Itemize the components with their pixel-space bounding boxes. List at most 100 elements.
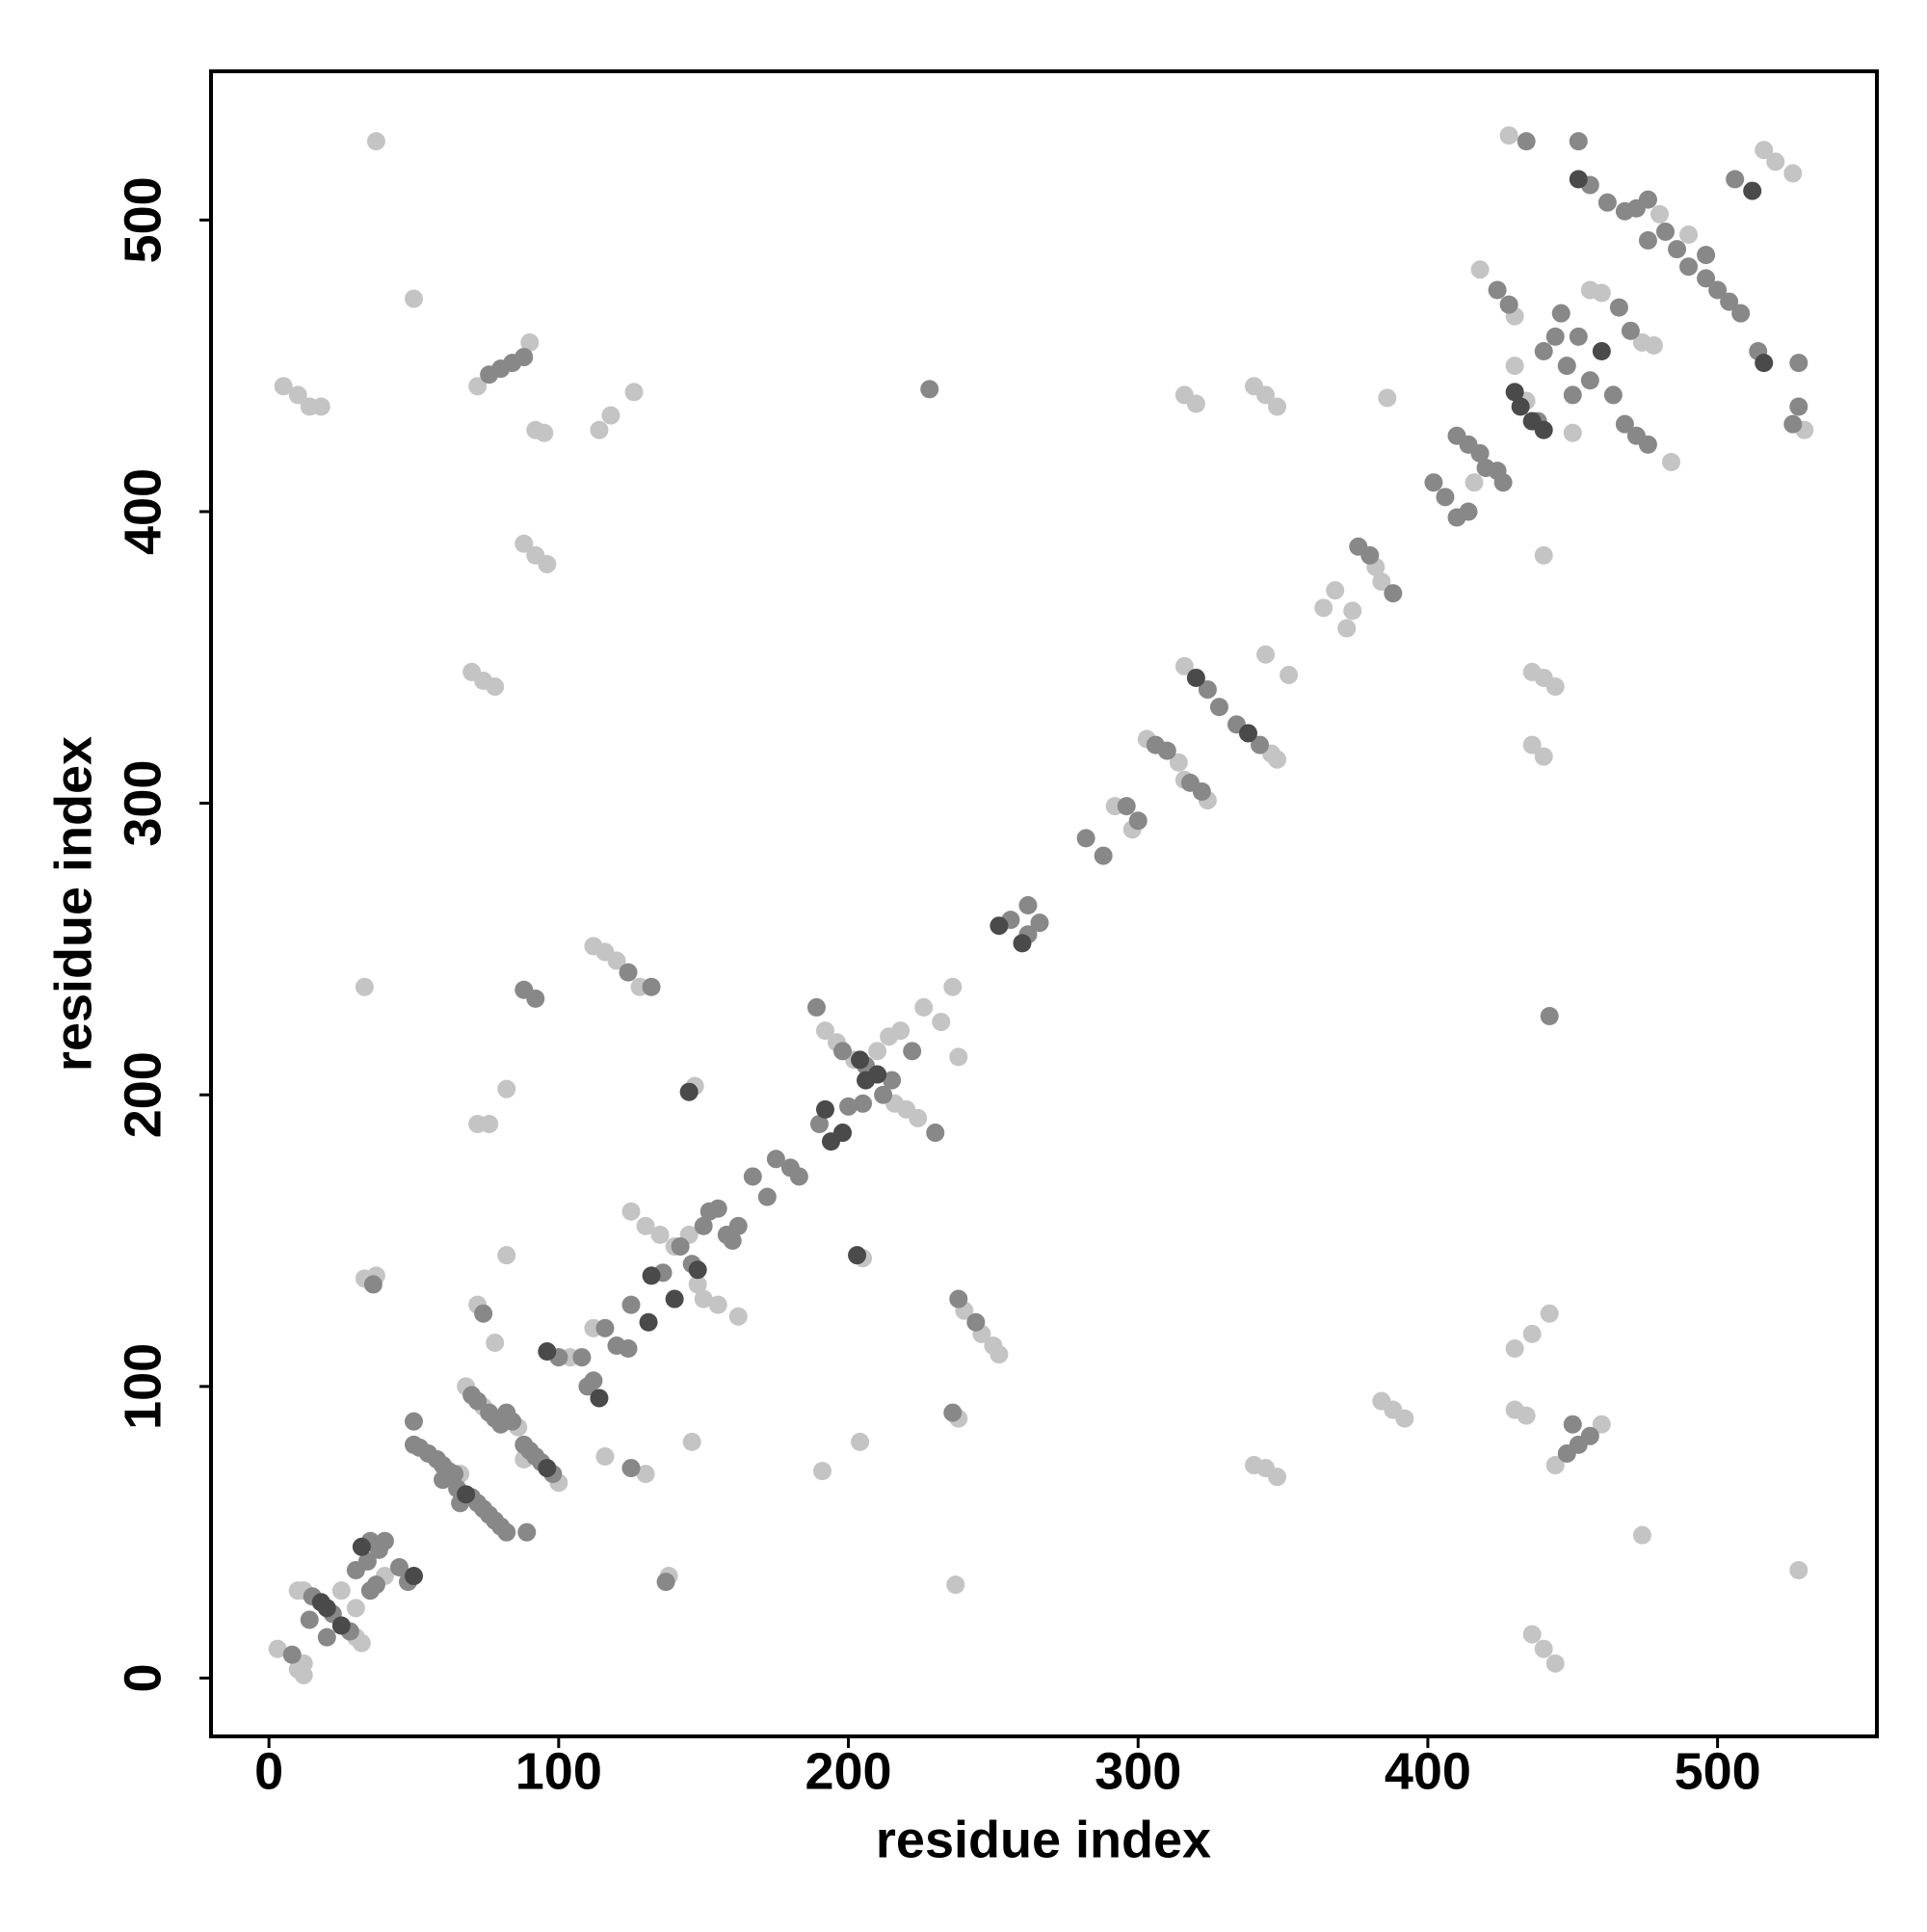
point: [1563, 423, 1582, 442]
point: [1632, 1525, 1651, 1545]
point: [1470, 260, 1490, 279]
point: [497, 1522, 516, 1542]
point: [636, 1216, 655, 1235]
point: [1720, 292, 1739, 311]
point: [375, 1531, 394, 1550]
point: [1018, 896, 1038, 915]
point: [642, 977, 661, 996]
point: [434, 1470, 453, 1490]
point: [331, 1616, 351, 1635]
point: [1493, 473, 1513, 492]
point: [806, 997, 826, 1017]
point: [949, 1289, 968, 1309]
point: [1268, 397, 1287, 416]
point: [868, 1042, 887, 1061]
point: [671, 1237, 690, 1257]
point: [1268, 1468, 1287, 1487]
point: [538, 1459, 557, 1478]
point: [909, 1108, 928, 1127]
point: [1545, 327, 1565, 346]
point: [1378, 388, 1397, 408]
point: [891, 1021, 911, 1041]
point: [578, 1377, 597, 1396]
point: [1337, 619, 1357, 638]
x-tick-label: 100: [515, 1742, 602, 1800]
point: [619, 963, 638, 982]
point: [282, 1645, 302, 1664]
point: [274, 377, 293, 396]
point: [851, 1050, 870, 1070]
point: [1488, 280, 1507, 300]
point: [812, 1462, 832, 1481]
point: [1580, 1426, 1599, 1445]
x-tick-label: 400: [1385, 1742, 1471, 1800]
point: [1638, 435, 1657, 454]
point: [535, 423, 554, 442]
point: [728, 1307, 748, 1326]
point: [1592, 283, 1611, 303]
point: [1662, 453, 1681, 472]
point: [515, 534, 534, 553]
point: [352, 1537, 371, 1556]
point: [682, 1432, 701, 1451]
point: [868, 1065, 887, 1084]
point: [679, 1082, 699, 1101]
point: [848, 1246, 867, 1265]
point: [1505, 357, 1524, 376]
point: [1545, 677, 1565, 697]
point: [1499, 126, 1518, 146]
point: [708, 1199, 727, 1218]
point: [1569, 327, 1588, 346]
point: [1384, 584, 1403, 603]
point: [346, 1599, 365, 1618]
point: [503, 1412, 522, 1431]
point: [311, 397, 330, 416]
y-tick-label: 500: [114, 176, 172, 263]
point: [1545, 1456, 1565, 1475]
point: [389, 1557, 409, 1576]
point: [1540, 1304, 1559, 1323]
point: [363, 1275, 383, 1294]
point: [1697, 246, 1716, 265]
point: [1157, 741, 1176, 760]
point: [360, 1581, 380, 1601]
point: [590, 1389, 609, 1408]
point: [595, 1446, 615, 1466]
point: [1569, 132, 1588, 151]
point: [833, 1124, 853, 1143]
point: [1256, 645, 1276, 664]
point: [1563, 1415, 1582, 1434]
point: [1755, 141, 1774, 160]
point: [851, 1432, 870, 1451]
point: [833, 1042, 853, 1061]
point: [874, 1085, 893, 1104]
point: [1569, 170, 1588, 189]
y-tick-label: 200: [114, 1051, 172, 1138]
point: [1534, 342, 1553, 361]
point: [854, 1094, 873, 1113]
point: [1638, 190, 1657, 209]
point: [723, 1231, 742, 1251]
point: [1621, 321, 1640, 340]
point: [1668, 240, 1687, 259]
point: [728, 1216, 748, 1235]
point: [1522, 1324, 1542, 1343]
point: [656, 1573, 675, 1592]
point: [1424, 473, 1443, 492]
x-tick-label: 0: [254, 1742, 283, 1800]
point: [515, 348, 534, 367]
point: [1789, 354, 1808, 373]
point: [517, 1522, 537, 1542]
point: [966, 1312, 986, 1332]
point: [642, 1266, 661, 1285]
point: [538, 1342, 557, 1362]
point: [480, 1114, 499, 1133]
point: [1076, 829, 1095, 848]
point: [404, 1567, 423, 1586]
point: [621, 1202, 641, 1221]
point: [601, 406, 620, 425]
point: [1465, 473, 1484, 492]
point: [497, 1246, 516, 1265]
point: [317, 1599, 336, 1618]
y-tick-label: 0: [114, 1663, 172, 1692]
